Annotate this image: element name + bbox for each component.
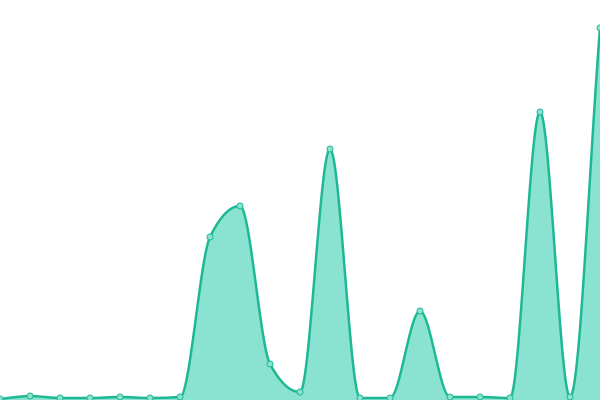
point xyxy=(236,202,244,210)
point xyxy=(56,394,64,400)
point xyxy=(206,233,214,241)
area xyxy=(0,28,600,400)
point xyxy=(416,307,424,315)
point xyxy=(26,392,34,400)
point xyxy=(356,394,364,400)
point xyxy=(116,393,124,400)
point xyxy=(386,394,394,400)
point xyxy=(326,145,334,153)
point xyxy=(476,393,484,400)
point xyxy=(506,394,514,400)
point xyxy=(0,395,4,400)
point xyxy=(296,388,304,396)
point xyxy=(596,24,600,32)
point xyxy=(176,393,184,400)
point xyxy=(266,360,274,368)
point xyxy=(536,108,544,116)
line xyxy=(0,27,600,400)
point xyxy=(566,393,574,400)
point xyxy=(446,393,454,400)
point xyxy=(86,394,94,400)
point xyxy=(146,394,154,400)
